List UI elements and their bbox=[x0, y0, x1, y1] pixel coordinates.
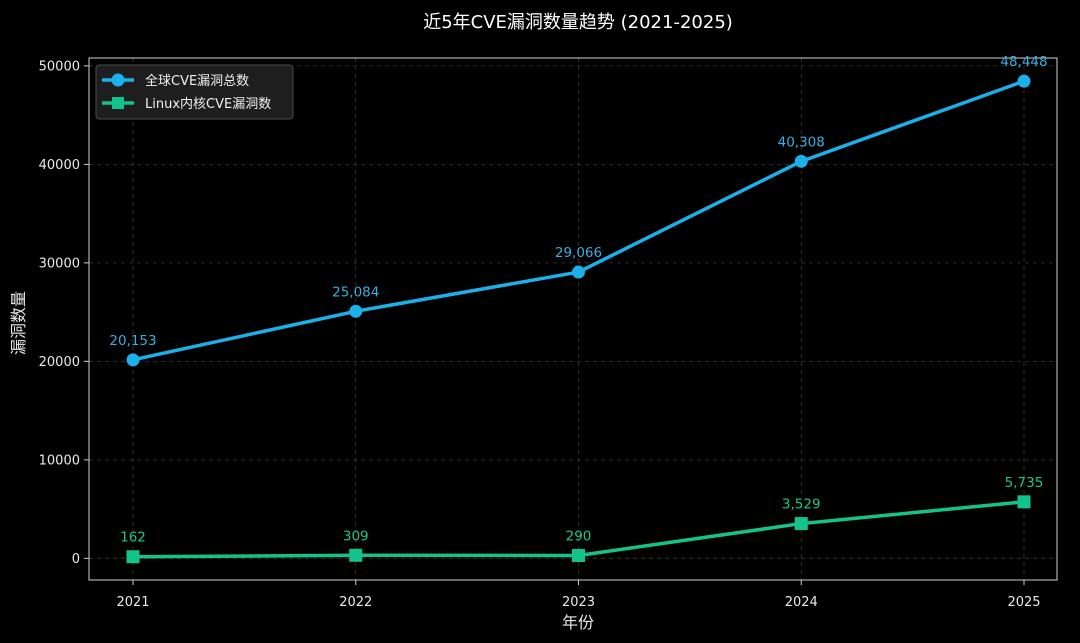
data-label: 290 bbox=[566, 528, 592, 544]
x-tick-label: 2025 bbox=[1007, 595, 1040, 610]
x-tick-label: 2023 bbox=[562, 595, 595, 610]
data-label: 25,084 bbox=[332, 284, 379, 300]
legend-marker-linux bbox=[112, 97, 124, 109]
data-label: 309 bbox=[343, 528, 369, 544]
x-tick-label: 2022 bbox=[339, 595, 372, 610]
legend-item-global: 全球CVE漏洞总数 bbox=[102, 73, 249, 89]
y-tick-label: 50000 bbox=[39, 59, 80, 74]
y-tick-label: 10000 bbox=[39, 453, 80, 468]
x-tick-label: 2024 bbox=[785, 595, 818, 610]
y-tick-label: 0 bbox=[72, 552, 80, 567]
data-point bbox=[1017, 74, 1031, 88]
legend: 全球CVE漏洞总数 Linux内核CVE漏洞数 bbox=[95, 64, 294, 120]
legend-label-linux: Linux内核CVE漏洞数 bbox=[145, 96, 271, 112]
chart-title: 近5年CVE漏洞数量趋势 (2021-2025) bbox=[423, 12, 733, 33]
data-point bbox=[794, 154, 808, 168]
data-label: 3,529 bbox=[782, 497, 821, 513]
series-global-cve: 20,153 25,084 29,066 40,308 48,448 bbox=[109, 54, 1048, 367]
data-series: 20,153 25,084 29,066 40,308 48,448 162 309 290 3… bbox=[109, 54, 1048, 564]
data-point bbox=[1017, 495, 1031, 509]
data-label: 40,308 bbox=[778, 134, 825, 150]
legend-item-linux: Linux内核CVE漏洞数 bbox=[102, 96, 271, 112]
data-point bbox=[572, 548, 585, 562]
data-label: 48,448 bbox=[1000, 54, 1047, 70]
y-tick-label: 20000 bbox=[39, 355, 80, 370]
y-tick-label: 30000 bbox=[39, 256, 80, 271]
x-axis: 2021 2022 2023 2024 2025 bbox=[116, 580, 1041, 610]
data-label: 20,153 bbox=[109, 333, 156, 349]
x-axis-title: 年份 bbox=[562, 613, 594, 632]
data-point bbox=[572, 265, 585, 279]
data-label: 162 bbox=[120, 530, 146, 546]
data-point bbox=[794, 517, 808, 531]
data-point bbox=[126, 550, 140, 564]
legend-label-global: 全球CVE漏洞总数 bbox=[145, 73, 249, 89]
data-point bbox=[126, 353, 140, 367]
data-point bbox=[349, 304, 363, 318]
plot-frame bbox=[88, 57, 1058, 581]
y-axis-title: 漏洞数量 bbox=[9, 291, 28, 355]
data-label: 29,066 bbox=[555, 245, 602, 261]
legend-box bbox=[95, 64, 294, 120]
y-axis: 0 10000 20000 30000 40000 50000 bbox=[39, 59, 89, 567]
legend-marker-global bbox=[111, 73, 125, 87]
y-tick-label: 40000 bbox=[39, 158, 80, 173]
x-tick-label: 2021 bbox=[116, 595, 149, 610]
data-label: 5,735 bbox=[1005, 475, 1044, 491]
data-point bbox=[349, 548, 363, 562]
series-linux-kernel-cve: 162 309 290 3,529 5,735 bbox=[120, 475, 1044, 564]
